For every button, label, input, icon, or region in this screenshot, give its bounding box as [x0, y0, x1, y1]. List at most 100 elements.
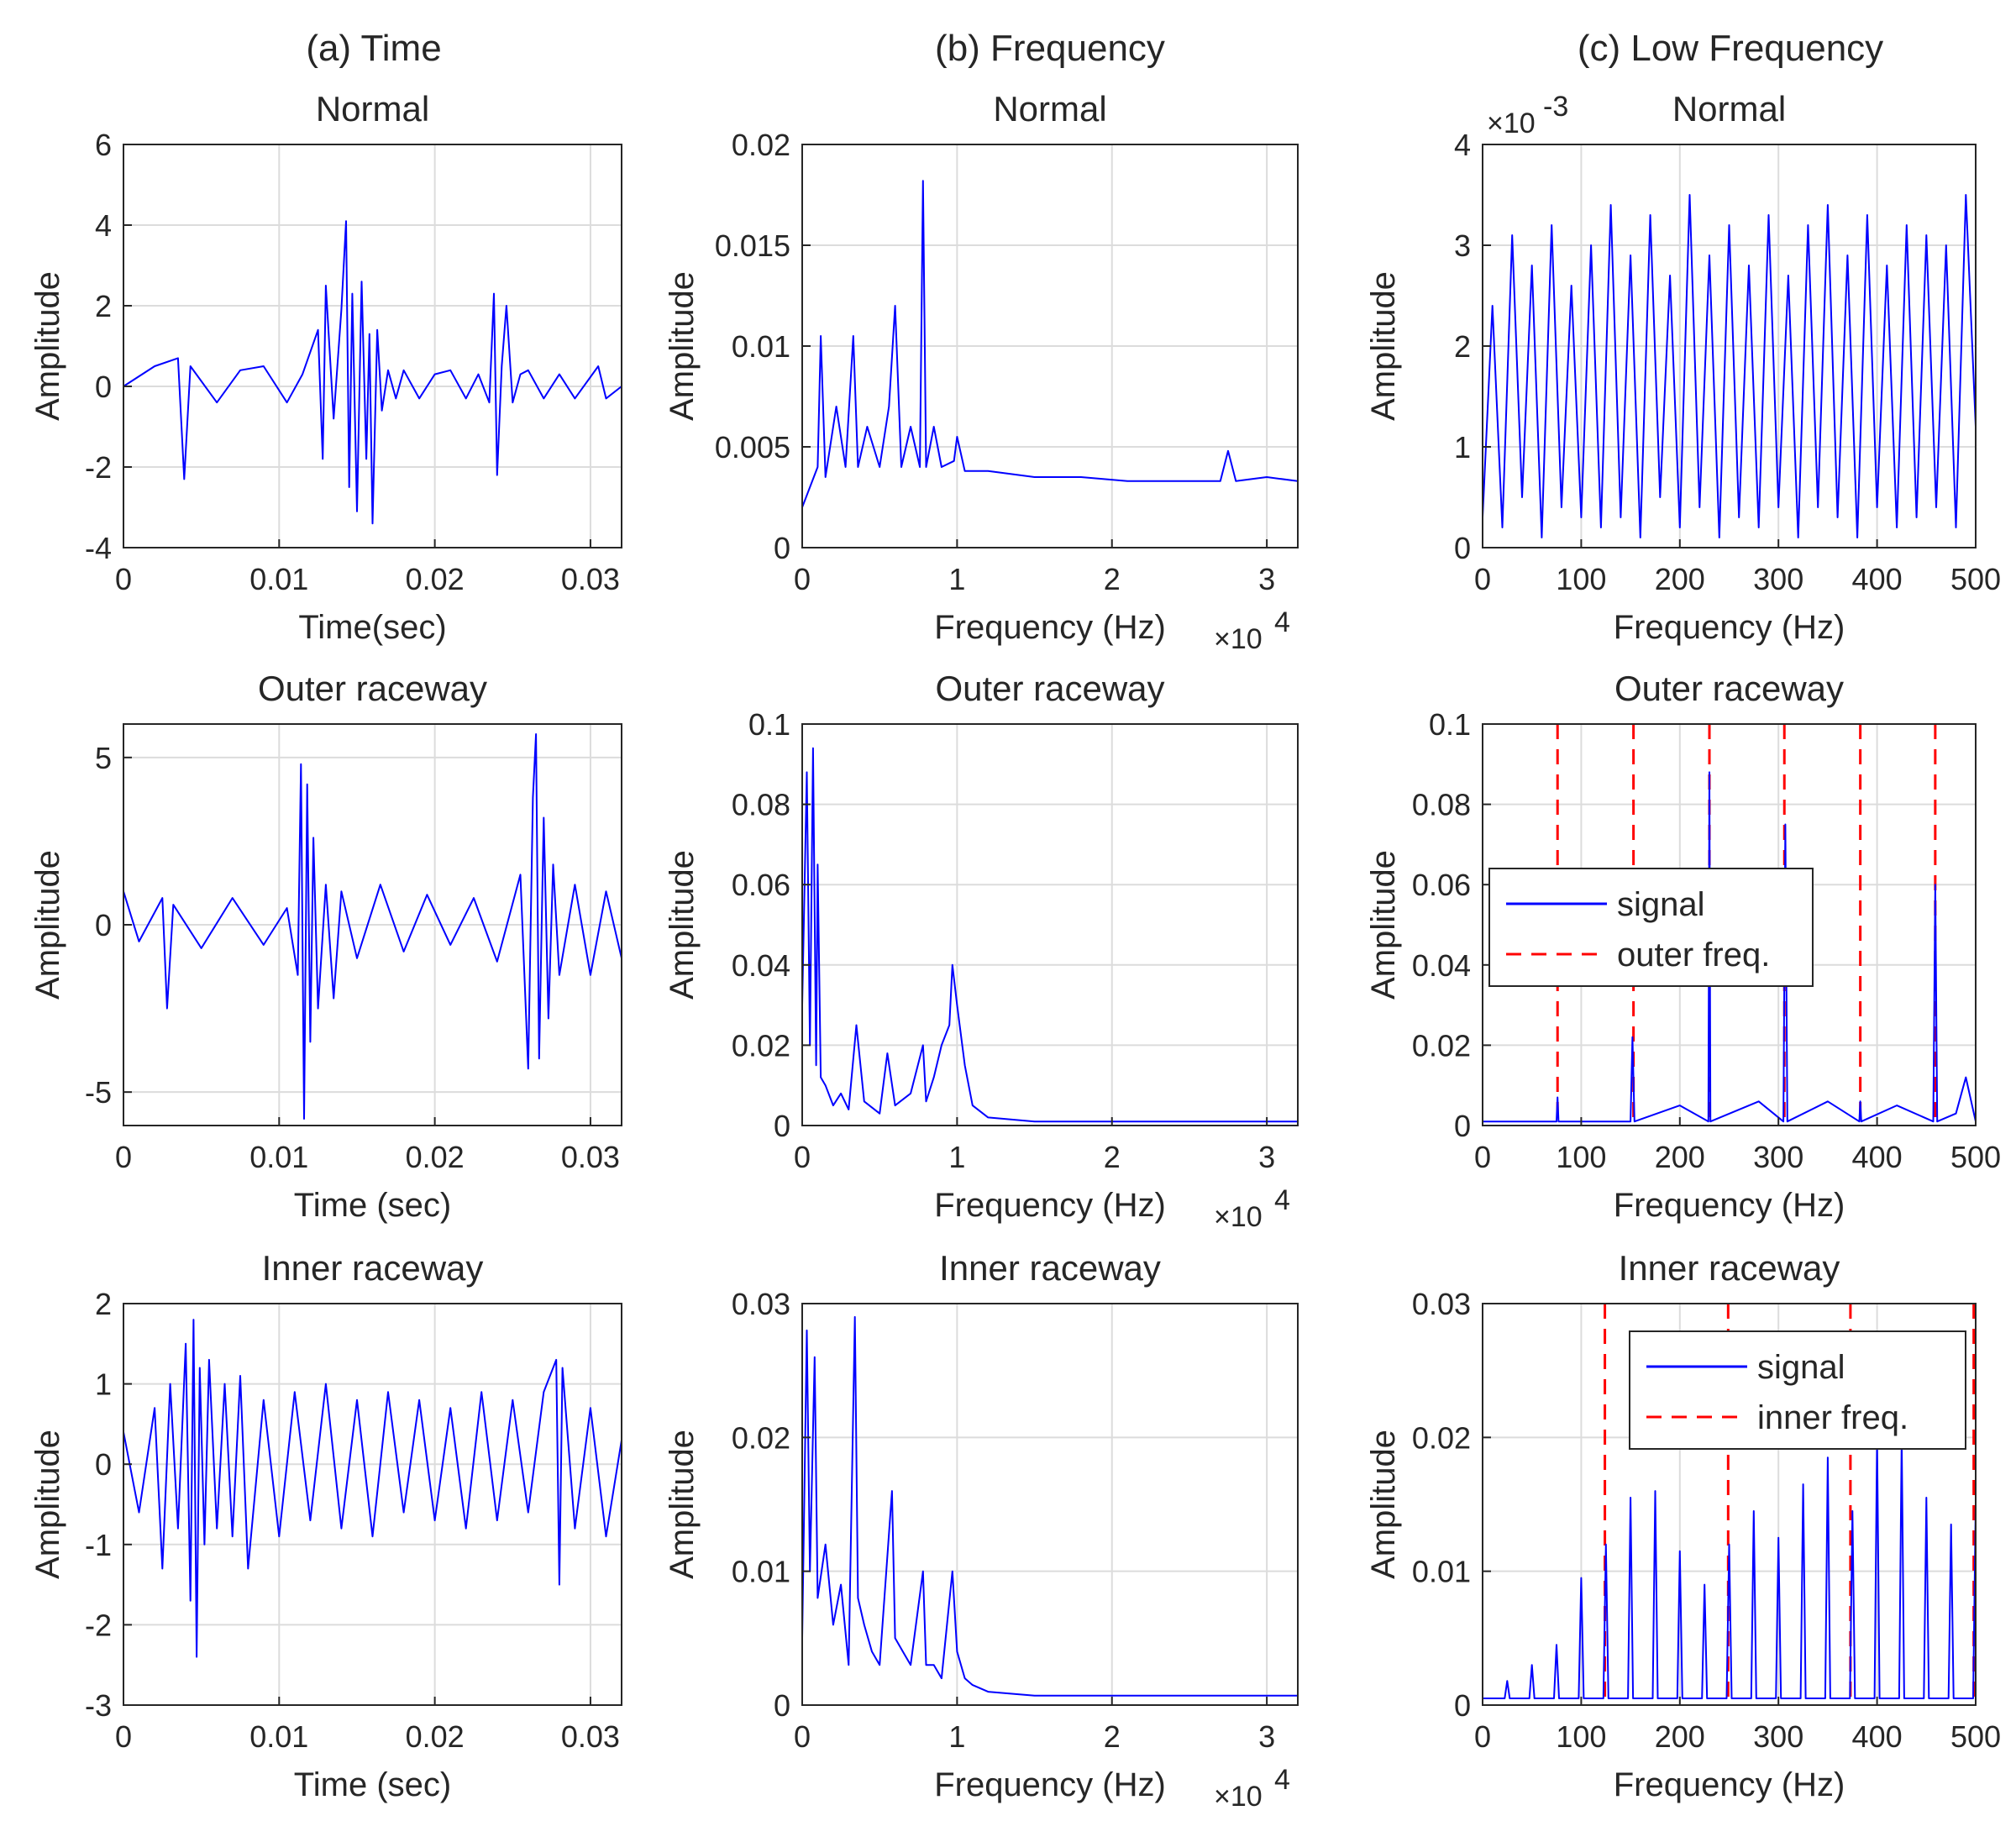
y-tick-label: 0.03: [1412, 1287, 1471, 1321]
panel-title: Normal: [316, 89, 429, 129]
panel-title: Outer raceway: [1614, 669, 1844, 708]
x-tick-label: 200: [1655, 562, 1705, 596]
legend-box: [1488, 868, 1814, 987]
panel-title: Inner raceway: [262, 1248, 484, 1288]
x-axis-label: Frequency (Hz): [934, 1766, 1166, 1803]
axes-box: [801, 1303, 1299, 1706]
y-tick-label: 0.1: [1429, 707, 1471, 742]
plot-area: [802, 180, 1298, 508]
panel-title: Outer raceway: [258, 669, 487, 708]
y-tick-label: 0: [1454, 1688, 1471, 1723]
x-axis-label: Time (sec): [294, 1766, 451, 1803]
y-multiplier-exponent: -3: [1543, 91, 1568, 123]
legend: signal inner freq.: [1629, 1330, 1966, 1450]
y-tick-label: 2: [1454, 329, 1471, 364]
y-axis-label: Amplitude: [1365, 271, 1402, 421]
signal-series: [802, 747, 1298, 1123]
y-tick-label: -4: [85, 531, 112, 565]
x-multiplier-label: ×10: [1214, 623, 1263, 655]
y-axis-label: Amplitude: [1365, 1430, 1402, 1579]
panel-title: Normal: [1672, 89, 1786, 129]
x-tick-label: 1: [948, 1140, 965, 1174]
y-tick-label: 3: [1454, 228, 1471, 263]
y-tick-label: 1: [1454, 430, 1471, 464]
y-tick-label: 0.06: [732, 868, 790, 902]
y-tick-label: 0.02: [1412, 1028, 1471, 1063]
subplot-time-normal: 0 0.01 0.02 0.03 -4 -2 0 2 4 6 Normal Time(sec) Ampl…: [29, 89, 622, 646]
y-tick-label: 0: [1454, 531, 1471, 565]
plot-area: [802, 747, 1298, 1123]
signal-series: [123, 220, 622, 525]
y-axis-label: Amplitude: [664, 850, 701, 1000]
panel-title: Inner raceway: [1619, 1248, 1840, 1288]
x-tick-label: 0.02: [406, 1719, 465, 1754]
y-tick-label: -5: [85, 1075, 112, 1110]
y-tick-label: 0.01: [732, 329, 790, 364]
x-axis-label: Frequency (Hz): [934, 1187, 1166, 1224]
x-multiplier-exponent: 4: [1274, 1764, 1290, 1796]
x-tick-label: 2: [1104, 1719, 1121, 1754]
plot-area: [123, 1319, 622, 1658]
y-multiplier-label: ×10: [1487, 108, 1536, 139]
subplot-time-inner: 0 0.01 0.02 0.03 -3 -2 -1 0 1 2 Inner raceway Time …: [29, 1248, 622, 1803]
column-title-frequency: (b) Frequency: [935, 28, 1165, 69]
y-tick-label: 0.08: [732, 788, 790, 822]
y-axis-label: Amplitude: [664, 271, 701, 421]
y-tick-label: 0.02: [1412, 1420, 1471, 1455]
y-tick-label: 1: [95, 1367, 112, 1402]
y-axis-label: Amplitude: [29, 271, 66, 421]
y-tick-label: 0.01: [1412, 1555, 1471, 1589]
signal-series: [123, 1319, 622, 1658]
x-tick-label: 0: [794, 1719, 811, 1754]
legend-marker-label: inner freq.: [1757, 1399, 1908, 1436]
y-tick-label: 0.08: [1412, 788, 1471, 822]
y-tick-label: -2: [85, 1608, 112, 1642]
x-tick-label: 0: [794, 562, 811, 596]
legend-box: [1629, 1330, 1966, 1450]
x-tick-label: 500: [1950, 1140, 2001, 1174]
x-tick-label: 3: [1258, 1140, 1275, 1174]
y-tick-label: 0.005: [715, 430, 790, 464]
y-tick-label: -1: [85, 1528, 112, 1562]
plot-area: [123, 733, 622, 1120]
subplot-lowfreq-outer: 0 100 200 300 400 500 0 0.02 0.04 0.06 0.08 0.1 Oute…: [1365, 669, 2001, 1224]
x-tick-label: 400: [1852, 1719, 1903, 1754]
axes-box: [801, 723, 1299, 1126]
x-multiplier-exponent: 4: [1274, 606, 1290, 638]
x-tick-label: 400: [1852, 562, 1903, 596]
y-tick-label: 0.02: [732, 1028, 790, 1063]
panel-title: Outer raceway: [935, 669, 1164, 708]
x-axis-label: Time (sec): [294, 1187, 451, 1224]
x-tick-label: 0.02: [406, 562, 465, 596]
signal-series: [802, 180, 1298, 508]
x-tick-label: 1: [948, 562, 965, 596]
grid: [801, 723, 1298, 1126]
y-tick-label: -3: [85, 1688, 112, 1723]
y-tick-label: 0: [774, 531, 790, 565]
y-tick-label: 0.01: [732, 1555, 790, 1589]
axes-box: [1482, 1303, 1977, 1706]
x-tick-label: 0.01: [249, 1719, 308, 1754]
y-tick-label: 0: [95, 370, 112, 404]
x-tick-label: 300: [1753, 1140, 1803, 1174]
signal-series: [123, 733, 622, 1120]
grid: [801, 144, 1298, 548]
subplot-lowfreq-inner: 0 100 200 300 400 500 0 0.01 0.02 0.03 Inner racew…: [1365, 1248, 2001, 1803]
x-tick-label: 0.01: [249, 1140, 308, 1174]
y-tick-label: 6: [95, 128, 112, 162]
x-tick-label: 0: [115, 1719, 132, 1754]
x-tick-label: 0: [1474, 1719, 1491, 1754]
x-tick-label: 500: [1950, 1719, 2001, 1754]
subplot-grid: 0 0.01 0.02 0.03 -4 -2 0 2 4 6 Normal Time(sec) Ampl…: [29, 89, 2001, 1813]
y-axis-label: Amplitude: [29, 850, 66, 1000]
y-tick-label: 0.1: [748, 707, 790, 742]
x-axis-label: Frequency (Hz): [1614, 1766, 1845, 1803]
axes-box: [123, 144, 622, 548]
subplot-freq-normal: 0 1 2 3 0 0.005 0.01 0.015 0.02 Normal Frequency (…: [664, 89, 1299, 655]
y-tick-label: 5: [95, 741, 112, 775]
x-multiplier-label: ×10: [1214, 1781, 1263, 1813]
y-axis-label: Amplitude: [1365, 850, 1402, 1000]
x-tick-label: 0.01: [249, 562, 308, 596]
